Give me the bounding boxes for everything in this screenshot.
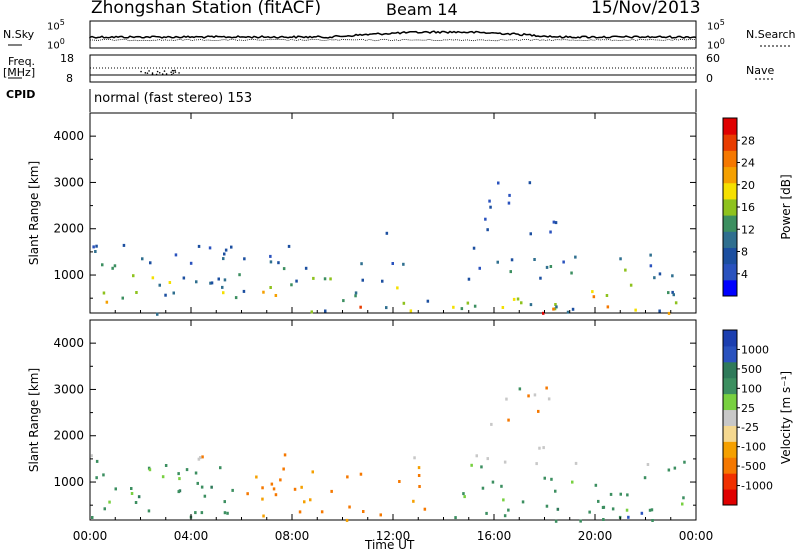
- nsky-tick-top: 105: [47, 18, 65, 33]
- velocity-scatter: [90, 386, 686, 523]
- colorbar-segment: [723, 263, 737, 281]
- y-tick-label: 4000: [53, 129, 84, 143]
- colorbar-segment: [723, 215, 737, 232]
- nave-label: Nave: [746, 64, 775, 77]
- velocity-panel: 4000 3000 2000 1000 00:00 04:00 08:00 12:00 16:0…: [27, 319, 793, 543]
- y-tick-label: 1000: [53, 268, 84, 282]
- x-tick-label: 12:00: [376, 529, 411, 543]
- colorbar-segment: [723, 231, 737, 248]
- colorbar-segment: [723, 345, 737, 363]
- colorbar-tick-label: 100: [741, 382, 762, 395]
- colorbar-tick-label: 12: [741, 223, 755, 236]
- colorbar-tick-label: 24: [741, 157, 755, 170]
- colorbar-segment: [723, 150, 737, 168]
- freq-unit: [MHz]: [3, 66, 36, 79]
- colorbar-segment: [723, 198, 737, 216]
- nave-tick-bottom: 0: [706, 72, 713, 85]
- date-label: 15/Nov/2013: [591, 0, 701, 18]
- colorbar-segment: [723, 489, 737, 506]
- colorbar-tick-label: -500: [741, 460, 766, 473]
- freq-trace: [90, 67, 696, 76]
- beam-label: Beam 14: [386, 0, 458, 19]
- nsky-trace: [89, 30, 697, 42]
- colorbar-tick-label: 8: [741, 246, 748, 259]
- colorbar-tick-label: -100: [741, 441, 766, 454]
- nsky-line: [89, 30, 697, 39]
- colorbar-segment: [723, 134, 737, 151]
- colorbar-segment: [723, 166, 737, 184]
- x-tick-label: 08:00: [275, 529, 310, 543]
- nsky-tick-bottom: 100: [47, 37, 65, 52]
- freq-tick-bottom: 8: [66, 72, 73, 85]
- summary-panels: [8, 20, 790, 112]
- colorbar-segment: [723, 330, 737, 347]
- colorbar-tick-label: 1000: [741, 343, 769, 356]
- x-tick-label: 16:00: [477, 529, 512, 543]
- power-frame: [89, 112, 697, 314]
- power-scatter: [92, 181, 678, 316]
- x-axis-label: Time UT: [365, 538, 415, 552]
- nsearch-tick-top: 105: [707, 18, 725, 33]
- colorbar-tick-label: 16: [741, 201, 755, 214]
- cpid-label: CPID: [6, 88, 36, 101]
- colorbar-segment: [723, 118, 737, 135]
- colorbar-segment: [723, 393, 737, 411]
- y-tick-label: 3000: [53, 382, 84, 396]
- power-panel: 4000 3000 2000 1000 Slant Range [km] 28 24 20 16…: [27, 112, 793, 316]
- y-axis-label: Slant Range [km]: [27, 161, 41, 265]
- colorbar-label: Power [dB]: [779, 174, 793, 239]
- colorbar-tick-label: 20: [741, 179, 755, 192]
- colorbar-label: Velocity [m s⁻¹]: [779, 371, 793, 464]
- velocity-colorbar: 1000 500 100 25 -25 -100 -500 -1000 Velocity [m …: [722, 329, 793, 506]
- colorbar-segment: [723, 377, 737, 395]
- nsky-label: N.Sky: [3, 28, 35, 41]
- cpid-value: normal (fast stereo) 153: [94, 91, 253, 106]
- colorbar-segment: [723, 441, 737, 458]
- nave-tick-top: 60: [706, 52, 720, 65]
- colorbar-segment: [723, 457, 737, 474]
- x-tick-label: 04:00: [174, 529, 209, 543]
- y-axis-label: Slant Range [km]: [27, 368, 41, 472]
- colorbar-segment: [723, 425, 737, 442]
- x-tick-label: 00:00: [73, 529, 108, 543]
- nsearch-line: [90, 38, 697, 42]
- x-tick-label: 00:00: [679, 529, 714, 543]
- colorbar-segment: [723, 182, 737, 200]
- colorbar-tick-label: -1000: [741, 480, 773, 493]
- colorbar-segment: [723, 361, 737, 379]
- colorbar-tick-label: 500: [741, 363, 762, 376]
- colorbar-tick-label: 25: [741, 402, 755, 415]
- nsearch-tick-bottom: 100: [707, 37, 725, 52]
- freq-tick-top: 18: [60, 52, 74, 65]
- colorbar-segment: [723, 473, 737, 490]
- colorbar-tick-label: -25: [741, 421, 759, 434]
- y-tick-label: 2000: [53, 222, 84, 236]
- y-tick-label: 2000: [53, 429, 84, 443]
- y-tick-label: 3000: [53, 175, 84, 189]
- power-colorbar: 28 24 20 16 12 8 4 Power [dB]: [722, 117, 793, 297]
- colorbar-segment: [723, 247, 737, 265]
- colorbar-segment: [723, 409, 737, 426]
- figure-title: Zhongshan Station (fitACF): [91, 0, 322, 18]
- colorbar-segment: [723, 279, 737, 297]
- nsearch-label: N.Search: [746, 28, 796, 41]
- colorbar-tick-label: 4: [741, 268, 748, 281]
- x-tick-label: 20:00: [578, 529, 613, 543]
- colorbar-tick-label: 28: [741, 134, 755, 147]
- y-tick-label: 4000: [53, 336, 84, 350]
- y-tick-label: 1000: [53, 475, 84, 489]
- freq-label: Freq.: [8, 55, 36, 68]
